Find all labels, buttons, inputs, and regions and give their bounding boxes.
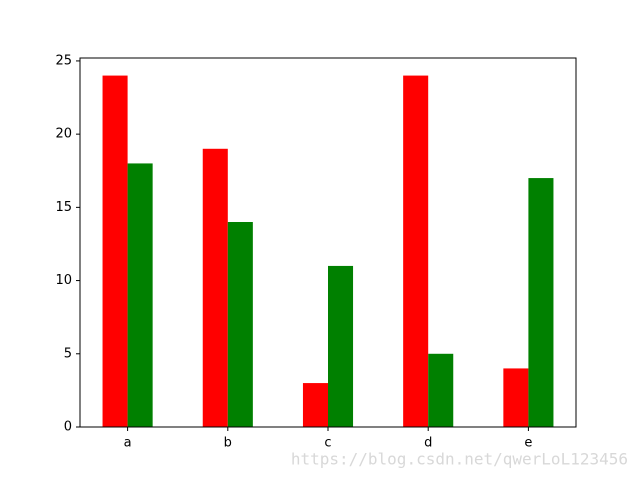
x-tick-label: c — [324, 436, 331, 451]
x-tick-label: b — [224, 436, 232, 451]
bar — [528, 178, 554, 427]
bar — [227, 222, 253, 427]
x-tick-label: e — [524, 436, 532, 451]
x-tick-label: a — [124, 436, 132, 451]
y-tick-label: 25 — [55, 53, 72, 68]
y-tick-label: 10 — [55, 273, 72, 288]
bar — [202, 148, 228, 428]
y-tick-label: 0 — [64, 420, 72, 435]
y-tick-label: 15 — [55, 200, 72, 215]
bar — [127, 163, 153, 427]
y-tick-label: 20 — [55, 127, 72, 142]
bar — [403, 75, 429, 428]
x-tick-label: d — [424, 436, 432, 451]
bar — [328, 265, 354, 427]
watermark: https://blog.csdn.net/qwerLoL123456 — [291, 450, 628, 469]
bar — [102, 75, 128, 428]
bar — [503, 368, 529, 427]
y-tick-label: 5 — [64, 346, 72, 361]
bar — [302, 383, 328, 427]
bar — [428, 353, 454, 427]
